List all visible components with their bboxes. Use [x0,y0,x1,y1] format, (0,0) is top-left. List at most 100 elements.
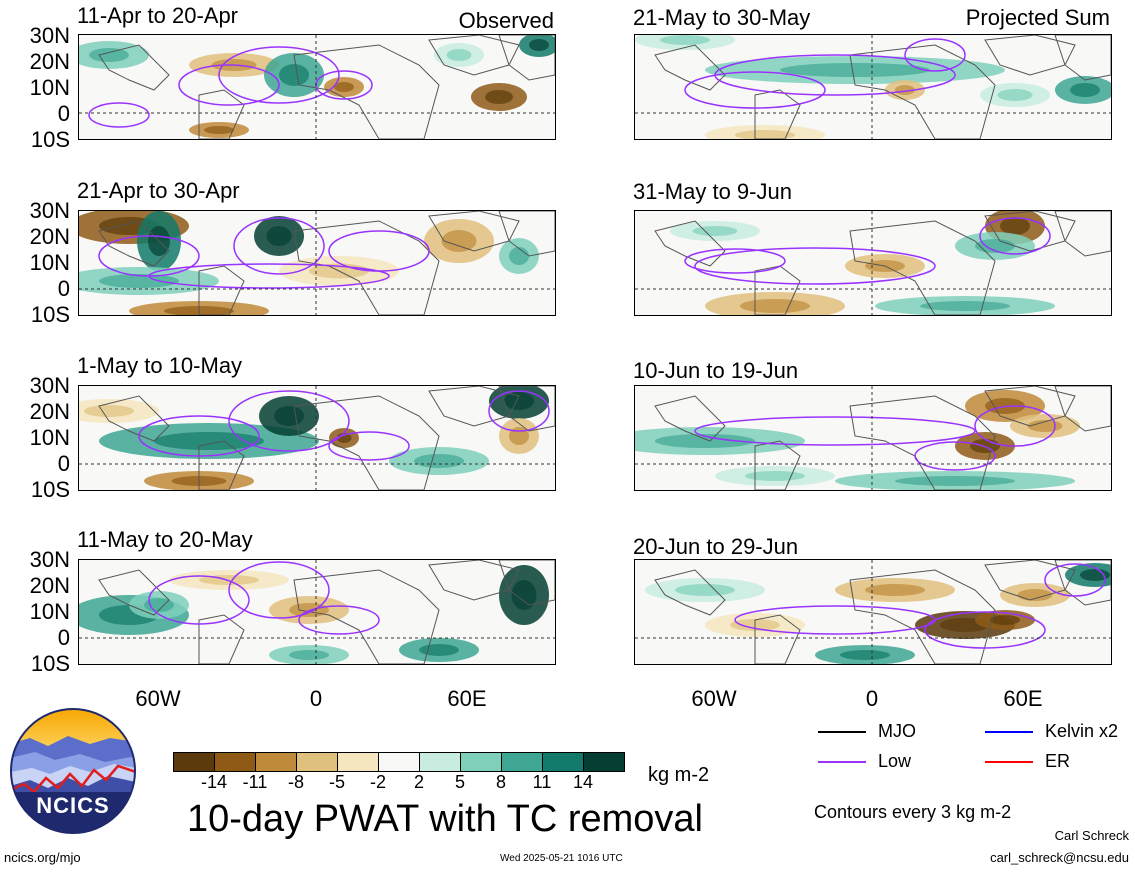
lat-label: 30N [29,547,70,572]
lon-label: 60E [447,686,487,711]
colorbar-swatch [214,752,256,772]
pwat-anomaly-core [660,35,710,45]
legend-label-er: ER [1045,751,1071,771]
pwat-anomaly-core [655,434,755,448]
low-frequency-contour [684,248,786,274]
coastline [498,35,555,81]
panel-label-p3: 1-May to 10-May [77,353,243,378]
low-frequency-contour [1044,563,1106,597]
lat-label: 10N [29,599,70,624]
map-panel-p6 [634,210,1112,316]
pwat-anomaly-core [920,301,1010,311]
pwat-anomaly-core [1000,217,1030,235]
coastline [98,395,170,442]
coastline [498,386,555,432]
pwat-anomaly-core [274,406,304,426]
coastline [654,44,726,91]
panel-label-p5: 21-May to 30-May [633,5,811,30]
low-frequency-contour [233,217,325,275]
pwat-anomaly-core [266,226,292,246]
lat-label: 10S [30,302,70,327]
coastline [98,569,170,616]
colorbar-tick-label: 8 [495,772,506,792]
coastline [498,211,555,257]
pwat-anomaly-core [204,126,234,134]
coastline [498,560,555,606]
pwat-anomaly-core [780,63,930,77]
legend-swatch-low [818,761,866,763]
pwat-anomaly-core [511,580,537,610]
colorbar-tick-label: -11 [242,772,268,792]
coastline [198,614,245,664]
coastline [98,220,170,267]
ncics-logo-text: NCICS [36,793,110,818]
legend-swatch-mjo [818,731,866,733]
footer-timestamp: Wed 2025-05-21 1016 UTC [500,853,623,864]
coastline [293,569,440,664]
coastline [654,220,726,267]
colorbar-unit: kg m-2 [648,764,710,786]
map-panel-p7 [634,385,1112,491]
lat-label: 10S [30,651,70,676]
low-frequency-contour [228,390,350,452]
pwat-anomaly-core [485,90,513,104]
map-panel-p3 [78,385,556,491]
colorbar-tick-label: -8 [287,772,304,792]
lon-label: 0 [309,686,323,711]
pwat-anomaly-core [1070,83,1100,97]
colorbar-tick-label: 5 [454,772,465,792]
map-panel-p1 [78,34,556,140]
pwat-anomaly-core [895,476,1015,486]
low-frequency-contour [979,217,1051,255]
footer-email[interactable]: carl_schreck@ncsu.edu [990,850,1129,865]
colorbar-swatch [378,752,420,772]
lat-label: 0 [57,101,70,126]
coastline [1054,35,1111,81]
low-frequency-contour [218,46,340,104]
legend-label-low: Low [878,751,912,771]
footer-url[interactable]: ncics.org/mjo [4,850,81,865]
pwat-anomaly-core [740,299,810,313]
coastline [1054,386,1111,432]
coastline [849,395,996,490]
coastline [1054,211,1111,257]
lon-label: 60W [691,686,737,711]
colorbar-tick-label: -2 [369,772,386,792]
low-frequency-contour [88,102,150,128]
pwat-anomaly-core [735,130,795,139]
colorbar-swatch [542,752,584,772]
pwat-anomaly-core [446,49,472,61]
lat-label: 0 [57,451,70,476]
low-frequency-contour [138,415,260,457]
low-frequency-contour [684,71,826,109]
ncics-logo: NCICS [10,708,136,834]
low-frequency-contour [298,605,380,635]
coastline [293,44,440,139]
panel-label-p8: 20-Jun to 29-Jun [633,534,799,559]
low-frequency-contour [228,561,330,619]
pwat-anomaly-core [89,48,129,62]
lon-label: 60E [1003,686,1043,711]
lat-label: 30N [29,23,70,48]
coastline [754,265,801,315]
panel-label-p1: 11-Apr to 20-Apr [77,3,239,28]
chart-title: 10-day PWAT with TC removal [187,798,703,840]
coastline [754,614,801,664]
coastline [654,395,726,442]
lat-label: 20N [29,49,70,74]
pwat-anomaly-core [509,427,529,445]
coastline [754,440,801,490]
coastline [198,440,245,490]
low-frequency-contour [904,38,966,72]
pwat-anomaly-core [279,64,309,86]
lat-label: 10S [30,477,70,502]
low-frequency-contour [328,431,410,461]
coastline [849,569,996,664]
colorbar-tick-label: 2 [413,772,424,792]
lon-label: 0 [865,686,879,711]
coastline [654,569,726,616]
lat-label: 10S [30,127,70,152]
legend-label-mjo: MJO [878,721,916,741]
map-panel-p4 [78,559,556,665]
pwat-anomaly-core [1027,420,1063,432]
